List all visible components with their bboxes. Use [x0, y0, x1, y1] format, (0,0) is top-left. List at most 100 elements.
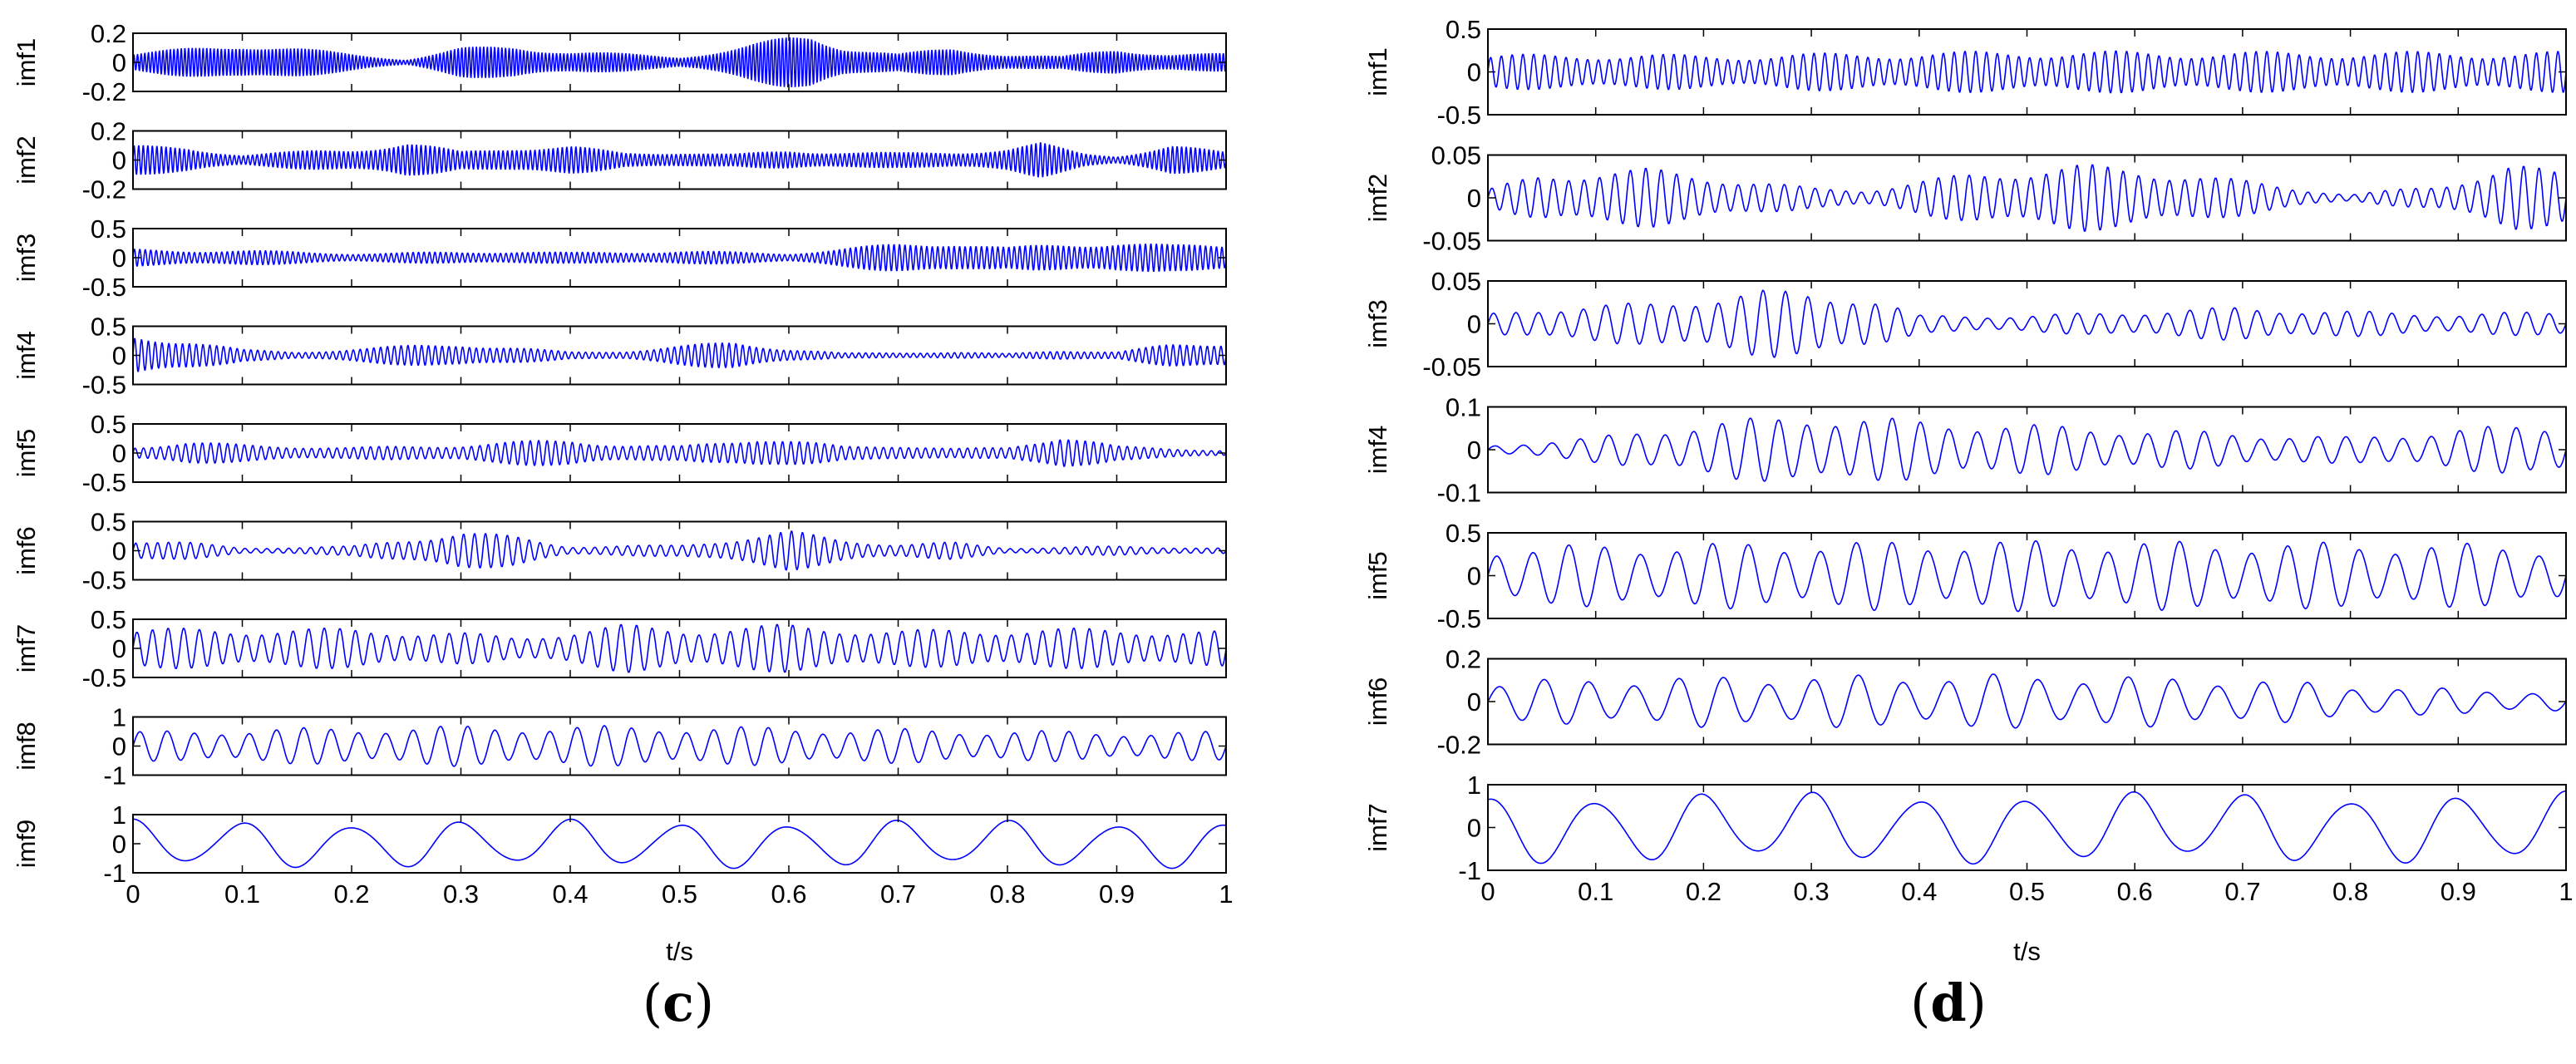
series-line-imf1 — [132, 37, 1227, 88]
ytick-label-imf1: 0.2 — [91, 19, 126, 48]
subplot-imf1: -0.5 0 0.5 imf1 — [1363, 15, 2567, 130]
ytick-label-imf4: 0.5 — [91, 313, 126, 342]
ytick-label-imf9: 0 — [112, 830, 126, 859]
series-line-imf3 — [1487, 289, 2567, 358]
ytick-label-imf5: 0.5 — [1446, 519, 1481, 548]
ytick-label-imf8: -1 — [103, 761, 126, 791]
series-line-imf2 — [1487, 164, 2567, 232]
ytick-label-imf3: -0.05 — [1422, 352, 1481, 382]
xtick-label: 0.7 — [880, 879, 916, 909]
xtick-label: 0.7 — [2224, 877, 2260, 906]
series-line-imf3 — [132, 244, 1227, 273]
ylabel-imf3: imf3 — [12, 234, 41, 283]
ytick-label-imf7: 0 — [1467, 814, 1481, 843]
ylabel-imf9: imf9 — [12, 820, 41, 869]
ytick-label-imf6: 0.5 — [91, 508, 126, 537]
ylabel-imf3: imf3 — [1363, 299, 1392, 348]
series-line-imf5 — [1487, 539, 2567, 613]
panel-label-d: (d) — [1910, 973, 1987, 1033]
subplot-imf6: -0.2 0 0.2 imf6 — [1363, 645, 2567, 760]
xtick-label: 0.6 — [2117, 877, 2153, 906]
xtick-label: 0.9 — [2441, 877, 2476, 906]
ytick-label-imf2: 0.2 — [91, 117, 126, 146]
ytick-label-imf7: 1 — [1467, 771, 1481, 800]
ylabel-imf5: imf5 — [12, 429, 41, 478]
ytick-label-imf5: -0.5 — [1437, 604, 1481, 633]
xtick-label: 0.2 — [1686, 877, 1721, 906]
series-line-imf4 — [1487, 417, 2567, 482]
ylabel-imf7: imf7 — [12, 624, 41, 673]
xtick-label: 0 — [126, 879, 140, 909]
ytick-label-imf6: 0.2 — [1446, 645, 1481, 674]
xtick-label: 1 — [1219, 879, 1233, 909]
ytick-label-imf5: 0 — [112, 439, 126, 468]
panel-label-c-text: c — [662, 973, 694, 1033]
subplot-imf3: -0.500.5 imf3 — [12, 214, 1227, 302]
x-axis-label: t/s — [666, 937, 693, 966]
panel-label-d-text: d — [1930, 973, 1967, 1033]
xtick-label: 0.6 — [771, 879, 806, 909]
xtick-label: 1 — [2559, 877, 2573, 906]
axes-frame-imf7 — [1487, 784, 2567, 871]
ytick-label-imf7: 0.5 — [91, 605, 126, 634]
xtick-label: 0.1 — [1578, 877, 1613, 906]
ytick-label-imf4: -0.5 — [82, 371, 126, 400]
subplot-imf2: -0.05 0 0.05 imf2 — [1363, 141, 2567, 256]
series-line-imf7 — [1487, 790, 2567, 865]
subplot-imf8: -101 imf8 — [12, 703, 1227, 791]
series-line-imf9 — [132, 818, 1227, 869]
subplot-imf3: -0.05 0 0.05 imf3 — [1363, 267, 2567, 382]
xtick-label: 0.8 — [2332, 877, 2368, 906]
ylabel-imf6: imf6 — [12, 526, 41, 575]
series-line-imf6 — [1487, 673, 2567, 729]
ytick-label-imf9: -1 — [103, 859, 126, 888]
ytick-label-imf1: -0.2 — [82, 77, 126, 106]
ytick-label-imf2: 0 — [112, 146, 126, 175]
ylabel-imf2: imf2 — [1363, 174, 1392, 223]
ytick-label-imf4: 0 — [112, 342, 126, 371]
ylabel-imf1: imf1 — [1363, 47, 1392, 96]
xtick-label: 0.2 — [333, 879, 369, 909]
series-line-imf8 — [132, 725, 1227, 767]
ytick-label-imf9: 1 — [112, 800, 126, 830]
ytick-label-imf5: -0.5 — [82, 468, 126, 497]
ylabel-imf7: imf7 — [1363, 803, 1392, 852]
subplot-imf2: -0.200.2 imf2 — [12, 117, 1227, 204]
xtick-label: 0.1 — [224, 879, 260, 909]
ytick-label-imf5: 0 — [1467, 562, 1481, 591]
xtick-label: 0.5 — [662, 879, 697, 909]
series-line-imf7 — [132, 623, 1227, 673]
series-line-imf2 — [132, 141, 1227, 178]
ylabel-imf6: imf6 — [1363, 677, 1392, 727]
subplot-imf6: -0.500.5 imf6 — [12, 508, 1227, 595]
ytick-label-imf7: 0 — [112, 634, 126, 663]
panel-label-c: (c) — [642, 973, 715, 1033]
xtick-label: 0.8 — [989, 879, 1025, 909]
ytick-label-imf1: -0.5 — [1437, 101, 1481, 130]
ylabel-imf4: imf4 — [1363, 426, 1392, 475]
ytick-label-imf6: 0 — [112, 537, 126, 566]
ytick-label-imf7: -1 — [1458, 856, 1481, 885]
ytick-label-imf6: -0.5 — [82, 566, 126, 595]
xtick-label: 0.9 — [1099, 879, 1135, 909]
ytick-label-imf2: -0.2 — [82, 175, 126, 204]
ytick-label-imf2: 0 — [1467, 184, 1481, 213]
ytick-label-imf3: 0.5 — [91, 214, 126, 244]
ytick-label-imf1: 0.5 — [1446, 15, 1481, 44]
ytick-label-imf4: 0.1 — [1446, 393, 1481, 422]
subplot-imf1: -0.200.2 imf1 — [12, 19, 1227, 106]
xtick-label: 0.4 — [1901, 877, 1937, 906]
ytick-label-imf1: 0 — [112, 48, 126, 77]
ytick-label-imf8: 0 — [112, 732, 126, 761]
xtick-label: 0.3 — [443, 879, 479, 909]
ylabel-imf8: imf8 — [12, 722, 41, 771]
ytick-label-imf6: 0 — [1467, 687, 1481, 717]
xtick-label: 0.3 — [1794, 877, 1830, 906]
subplot-imf7: -0.500.5 imf7 — [12, 605, 1227, 692]
ytick-label-imf1: 0 — [1467, 58, 1481, 87]
